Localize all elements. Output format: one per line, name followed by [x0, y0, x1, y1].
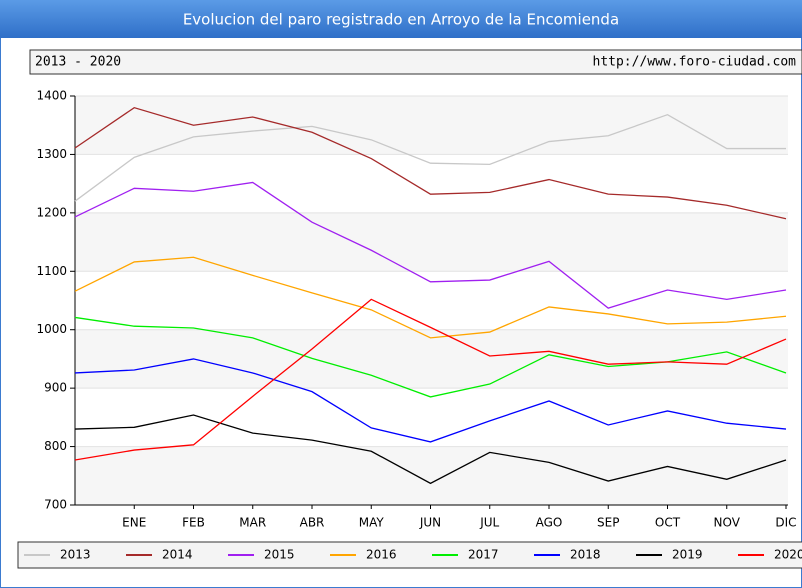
series-line	[74, 256, 787, 339]
x-tick-label: FEB	[182, 516, 205, 530]
y-tick-label: 900	[44, 381, 67, 395]
series-line	[74, 358, 787, 443]
y-tick-label: 1400	[36, 89, 67, 103]
chart-title: Evolucion del paro registrado en Arroyo …	[183, 11, 619, 29]
x-tick-label: NOV	[714, 516, 741, 530]
x-tick-label: AGO	[536, 516, 563, 530]
x-tick-label: MAR	[239, 516, 266, 530]
legend-label: 2018	[570, 548, 601, 562]
series-line	[74, 181, 787, 309]
y-tick-label: 1300	[36, 147, 67, 161]
x-tick-label: ENE	[122, 516, 146, 530]
y-tick-label: 1100	[36, 264, 67, 278]
legend-label: 2019	[672, 548, 703, 562]
series-line	[74, 106, 787, 220]
y-tick-label: 1000	[36, 322, 67, 336]
title-bar	[0, 0, 802, 38]
source: http://www.foro-ciudad.com	[593, 55, 797, 70]
legend-label: 2015	[264, 548, 295, 562]
legend-label: 2016	[366, 548, 397, 562]
x-tick-label: ABR	[300, 516, 325, 530]
subtitle: 2013 - 2020	[35, 55, 121, 70]
series-line	[74, 298, 787, 461]
y-tick-label: 700	[44, 498, 67, 512]
legend-label: 2017	[468, 548, 499, 562]
x-tick-label: JUN	[419, 516, 441, 530]
x-tick-label: SEP	[597, 516, 619, 530]
x-tick-label: OCT	[655, 516, 681, 530]
band	[75, 212, 788, 272]
series-line	[74, 113, 786, 202]
x-tick-label: JUL	[479, 516, 499, 530]
x-tick-label: DIC	[775, 516, 796, 530]
band	[75, 96, 788, 155]
y-tick-label: 1200	[36, 205, 67, 219]
x-tick-label: MAY	[359, 516, 385, 530]
y-tick-label: 800	[44, 439, 67, 453]
subtitle-box	[29, 49, 802, 75]
band	[75, 446, 788, 505]
legend-label: 2014	[162, 548, 193, 562]
series-line	[74, 414, 787, 485]
legend-label: 2020	[774, 548, 802, 562]
legend-label: 2013	[60, 548, 91, 562]
